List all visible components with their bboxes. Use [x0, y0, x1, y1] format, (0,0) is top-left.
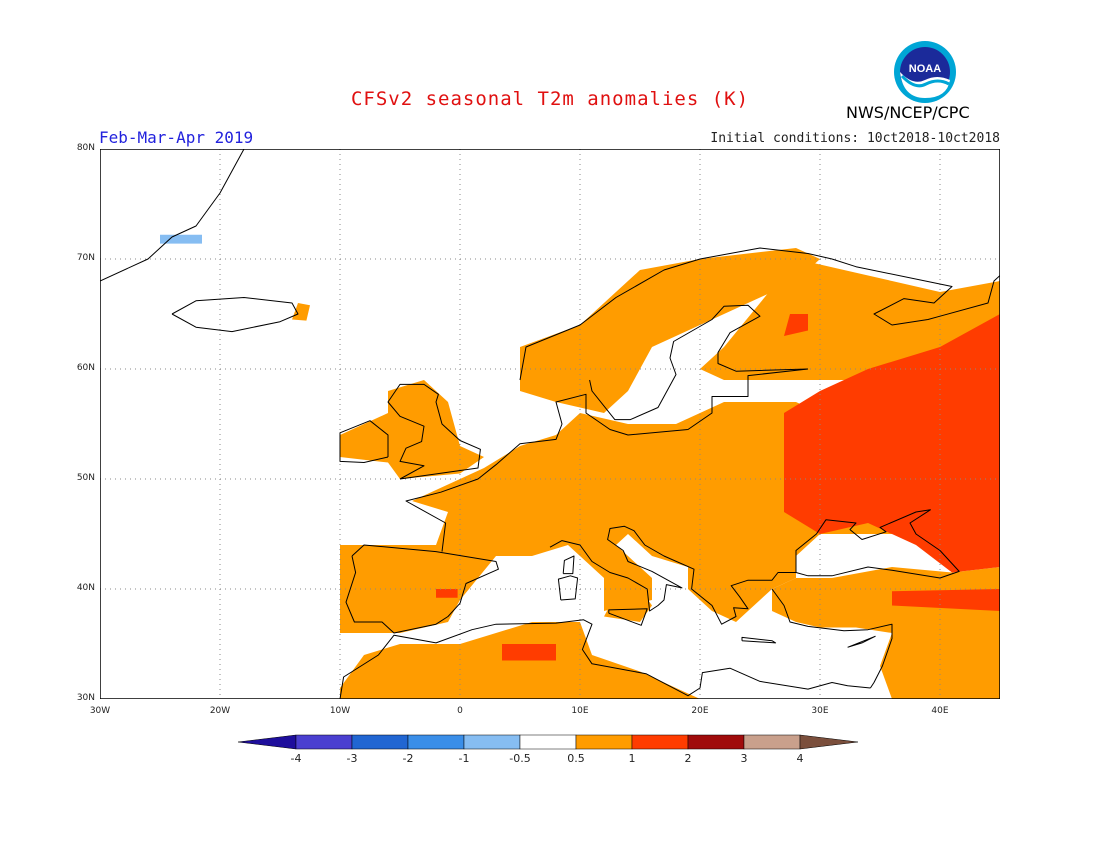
colorbar-segment — [631, 734, 689, 750]
coastline-scandinavia — [519, 247, 833, 381]
forecast-period: Feb-Mar-Apr 2019 — [99, 128, 254, 147]
colorbar-label: -4 — [290, 752, 302, 765]
colorbar-label: -0.5 — [509, 752, 531, 765]
noaa-logo-icon: NOAA — [893, 40, 957, 104]
colorbar-label: 2 — [684, 752, 692, 765]
coastline-france-low — [405, 368, 809, 552]
initial-conditions: Initial conditions: 10ct2018-10ct2018 — [710, 131, 1000, 146]
colorbar-label: -1 — [458, 752, 470, 765]
colorbar-segment — [575, 734, 633, 750]
colorbar-segment — [519, 734, 577, 750]
lon-tick-label: 20E — [691, 706, 709, 716]
coastline-turkey-coast — [771, 588, 893, 689]
coastline-sweden-baltic — [589, 304, 809, 421]
lat-tick-label: 40N — [76, 583, 95, 593]
coastline-italy — [549, 525, 809, 625]
coastline-uk — [387, 383, 481, 480]
anomaly-area-italy-south — [604, 589, 652, 622]
colorbar-label: 3 — [740, 752, 748, 765]
coastline-sardinia — [557, 575, 579, 601]
lat-tick-label: 30N — [76, 693, 95, 703]
logo-text: NOAA — [909, 63, 941, 75]
lat-tick-label: 70N — [76, 253, 95, 263]
colorbar-segment — [743, 734, 801, 750]
colorbar-max-arrow — [799, 734, 859, 750]
coastline-kola-white-sea — [831, 258, 1000, 326]
colorbar-segment — [463, 734, 521, 750]
anomaly-area-greenland-cold — [160, 234, 202, 244]
coastline-greenland — [100, 149, 245, 282]
map-grid — [100, 149, 1000, 699]
colorbar-label: -3 — [346, 752, 358, 765]
colorbar-label: 4 — [796, 752, 804, 765]
anomaly-area-finland-russia-north — [700, 259, 1000, 380]
coastline-iceland — [171, 297, 299, 333]
colorbar-label: 1 — [628, 752, 636, 765]
anomaly-area-turkey-east-spot — [892, 589, 1000, 611]
colorbar-min-arrow — [238, 734, 297, 750]
coastline-black-sea — [795, 509, 960, 579]
lon-tick-label: 10E — [571, 706, 589, 716]
lat-tick-label: 50N — [76, 473, 95, 483]
coastline-sicily — [608, 608, 648, 626]
lon-tick-label: 20W — [209, 706, 231, 716]
lat-tick-label: 60N — [76, 363, 95, 373]
colorbar-segment — [351, 734, 409, 750]
anomaly-area-africa-spot — [502, 644, 556, 661]
anomaly-area-uk-ireland — [340, 380, 484, 479]
colorbar-label: -2 — [402, 752, 414, 765]
lon-tick-label: 30E — [811, 706, 829, 716]
anomaly-area-iceland-east — [292, 303, 310, 321]
chart-title: CFSv2 seasonal T2m anomalies (K) — [350, 88, 750, 110]
anomaly-area-russia-west — [784, 314, 1000, 573]
lon-tick-label: 40E — [931, 706, 949, 716]
colorbar-segment — [407, 734, 465, 750]
coastline-corsica — [562, 555, 575, 575]
colorbar-label: 0.5 — [567, 752, 585, 765]
lon-tick-label: 10W — [329, 706, 351, 716]
coastline-north-africa — [339, 619, 871, 699]
colorbar-segment — [687, 734, 745, 750]
coastline-iberia — [345, 544, 499, 634]
lon-tick-label: 30W — [89, 706, 111, 716]
agency-label: NWS/NCEP/CPC — [846, 103, 970, 122]
anomaly-area-iberia-spot — [436, 589, 458, 598]
coastline-cyprus — [847, 635, 876, 648]
colorbar — [238, 734, 859, 750]
coastline-crete — [741, 636, 777, 644]
colorbar-segment — [295, 734, 353, 750]
anomaly-area-finland-spots — [784, 314, 808, 336]
coastlines — [100, 149, 1000, 699]
anomaly-areas — [160, 234, 1000, 699]
anomaly-map — [100, 149, 1000, 699]
anomaly-area-scandinavia-norway — [520, 248, 820, 413]
lat-tick-label: 80N — [76, 143, 95, 153]
lon-tick-label: 0 — [457, 706, 463, 716]
coastline-ireland — [339, 420, 389, 463]
